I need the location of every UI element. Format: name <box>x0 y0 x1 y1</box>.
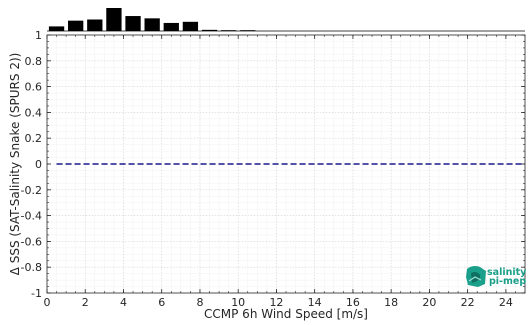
y-axis-title: Δ SSS (SAT-Salinity Snake (SPURS 2)) <box>8 53 22 276</box>
y-tick-label: 0.6 <box>25 81 43 94</box>
x-tick-label: 0 <box>44 296 51 309</box>
x-axis-title: CCMP 6h Wind Speed [m/s] <box>204 307 368 321</box>
x-tick-labels: 0 2 4 6 8 10 12 14 16 18 20 22 24 <box>44 296 513 309</box>
x-tick-label: 6 <box>158 296 165 309</box>
y-tick-label: 0.8 <box>25 55 43 68</box>
x-tick-label: 2 <box>82 296 89 309</box>
histogram <box>48 8 256 31</box>
histogram-bar <box>163 22 179 31</box>
histogram-bar <box>125 16 141 31</box>
histogram-bar <box>87 19 103 31</box>
plot-frame <box>46 34 526 294</box>
histogram-bar <box>68 20 84 31</box>
x-tick-label: 24 <box>499 296 513 309</box>
y-tick-label: -1 <box>31 287 42 300</box>
histogram-bar <box>48 26 65 31</box>
y-tick-label: 1 <box>35 29 42 42</box>
salinity-pi-mep-logo: salinity pi-mep <box>466 265 527 287</box>
x-tick-label: 10 <box>231 296 245 309</box>
histogram-bar <box>182 21 199 31</box>
y-tick-label: 0 <box>35 158 42 171</box>
y-tick-label: -0.6 <box>21 235 42 248</box>
x-tick-label: 8 <box>196 296 203 309</box>
x-tick-label: 14 <box>308 296 322 309</box>
y-tick-label: 0.2 <box>25 132 43 145</box>
x-tick-label: 20 <box>422 296 436 309</box>
y-tick-labels: -1 -0.8 -0.6 -0.4 -0.2 0 0.2 0.4 0.6 0.8 1 <box>21 29 42 300</box>
x-tick-label: 4 <box>120 296 127 309</box>
histogram-bar <box>144 18 160 31</box>
y-tick-label: -0.4 <box>21 210 42 223</box>
logo-icon <box>466 265 486 287</box>
histogram-bar <box>106 8 122 31</box>
logo-line2: pi-mep <box>489 276 526 287</box>
y-tick-label: -0.8 <box>21 261 42 274</box>
x-tick-label: 12 <box>269 296 283 309</box>
x-tick-label: 22 <box>461 296 475 309</box>
logo-line1: salinity <box>487 267 527 278</box>
y-tick-label: -0.2 <box>21 184 42 197</box>
histogram-bar <box>201 29 218 31</box>
x-tick-label: 18 <box>384 296 398 309</box>
y-tick-label: 0.4 <box>25 106 43 119</box>
x-tick-label: 16 <box>346 296 360 309</box>
